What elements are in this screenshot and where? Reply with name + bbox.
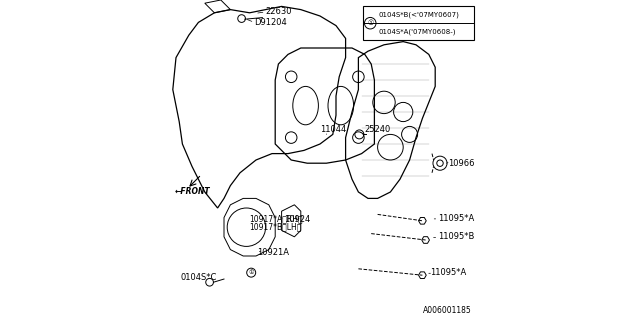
Text: 10917*B〈LH〉: 10917*B〈LH〉	[249, 223, 301, 232]
Text: D91204: D91204	[254, 18, 287, 27]
Text: 11095*A: 11095*A	[438, 214, 475, 223]
Text: 10924: 10924	[284, 215, 310, 224]
Text: 0104S*B(<'07MY0607): 0104S*B(<'07MY0607)	[379, 11, 460, 18]
Text: 11095*A: 11095*A	[430, 268, 467, 277]
Text: 0104S*C: 0104S*C	[181, 273, 217, 282]
Text: 0104S*A('07MY0608-): 0104S*A('07MY0608-)	[379, 28, 456, 35]
Text: 11044: 11044	[320, 125, 346, 134]
Text: A006001185: A006001185	[423, 306, 472, 315]
Text: 10917*A〈RH〉: 10917*A〈RH〉	[249, 215, 303, 224]
Text: 25240: 25240	[365, 125, 391, 134]
Polygon shape	[422, 237, 429, 243]
Text: ←FRONT: ←FRONT	[174, 187, 210, 196]
Text: ①: ①	[248, 270, 254, 275]
Text: 11095*B: 11095*B	[438, 232, 475, 241]
Text: ①: ①	[367, 20, 373, 26]
FancyBboxPatch shape	[364, 6, 474, 40]
Text: 10921A: 10921A	[257, 248, 289, 257]
Polygon shape	[419, 272, 426, 278]
Text: 22630: 22630	[266, 7, 292, 16]
Text: 10966: 10966	[448, 159, 474, 168]
Polygon shape	[419, 218, 426, 224]
